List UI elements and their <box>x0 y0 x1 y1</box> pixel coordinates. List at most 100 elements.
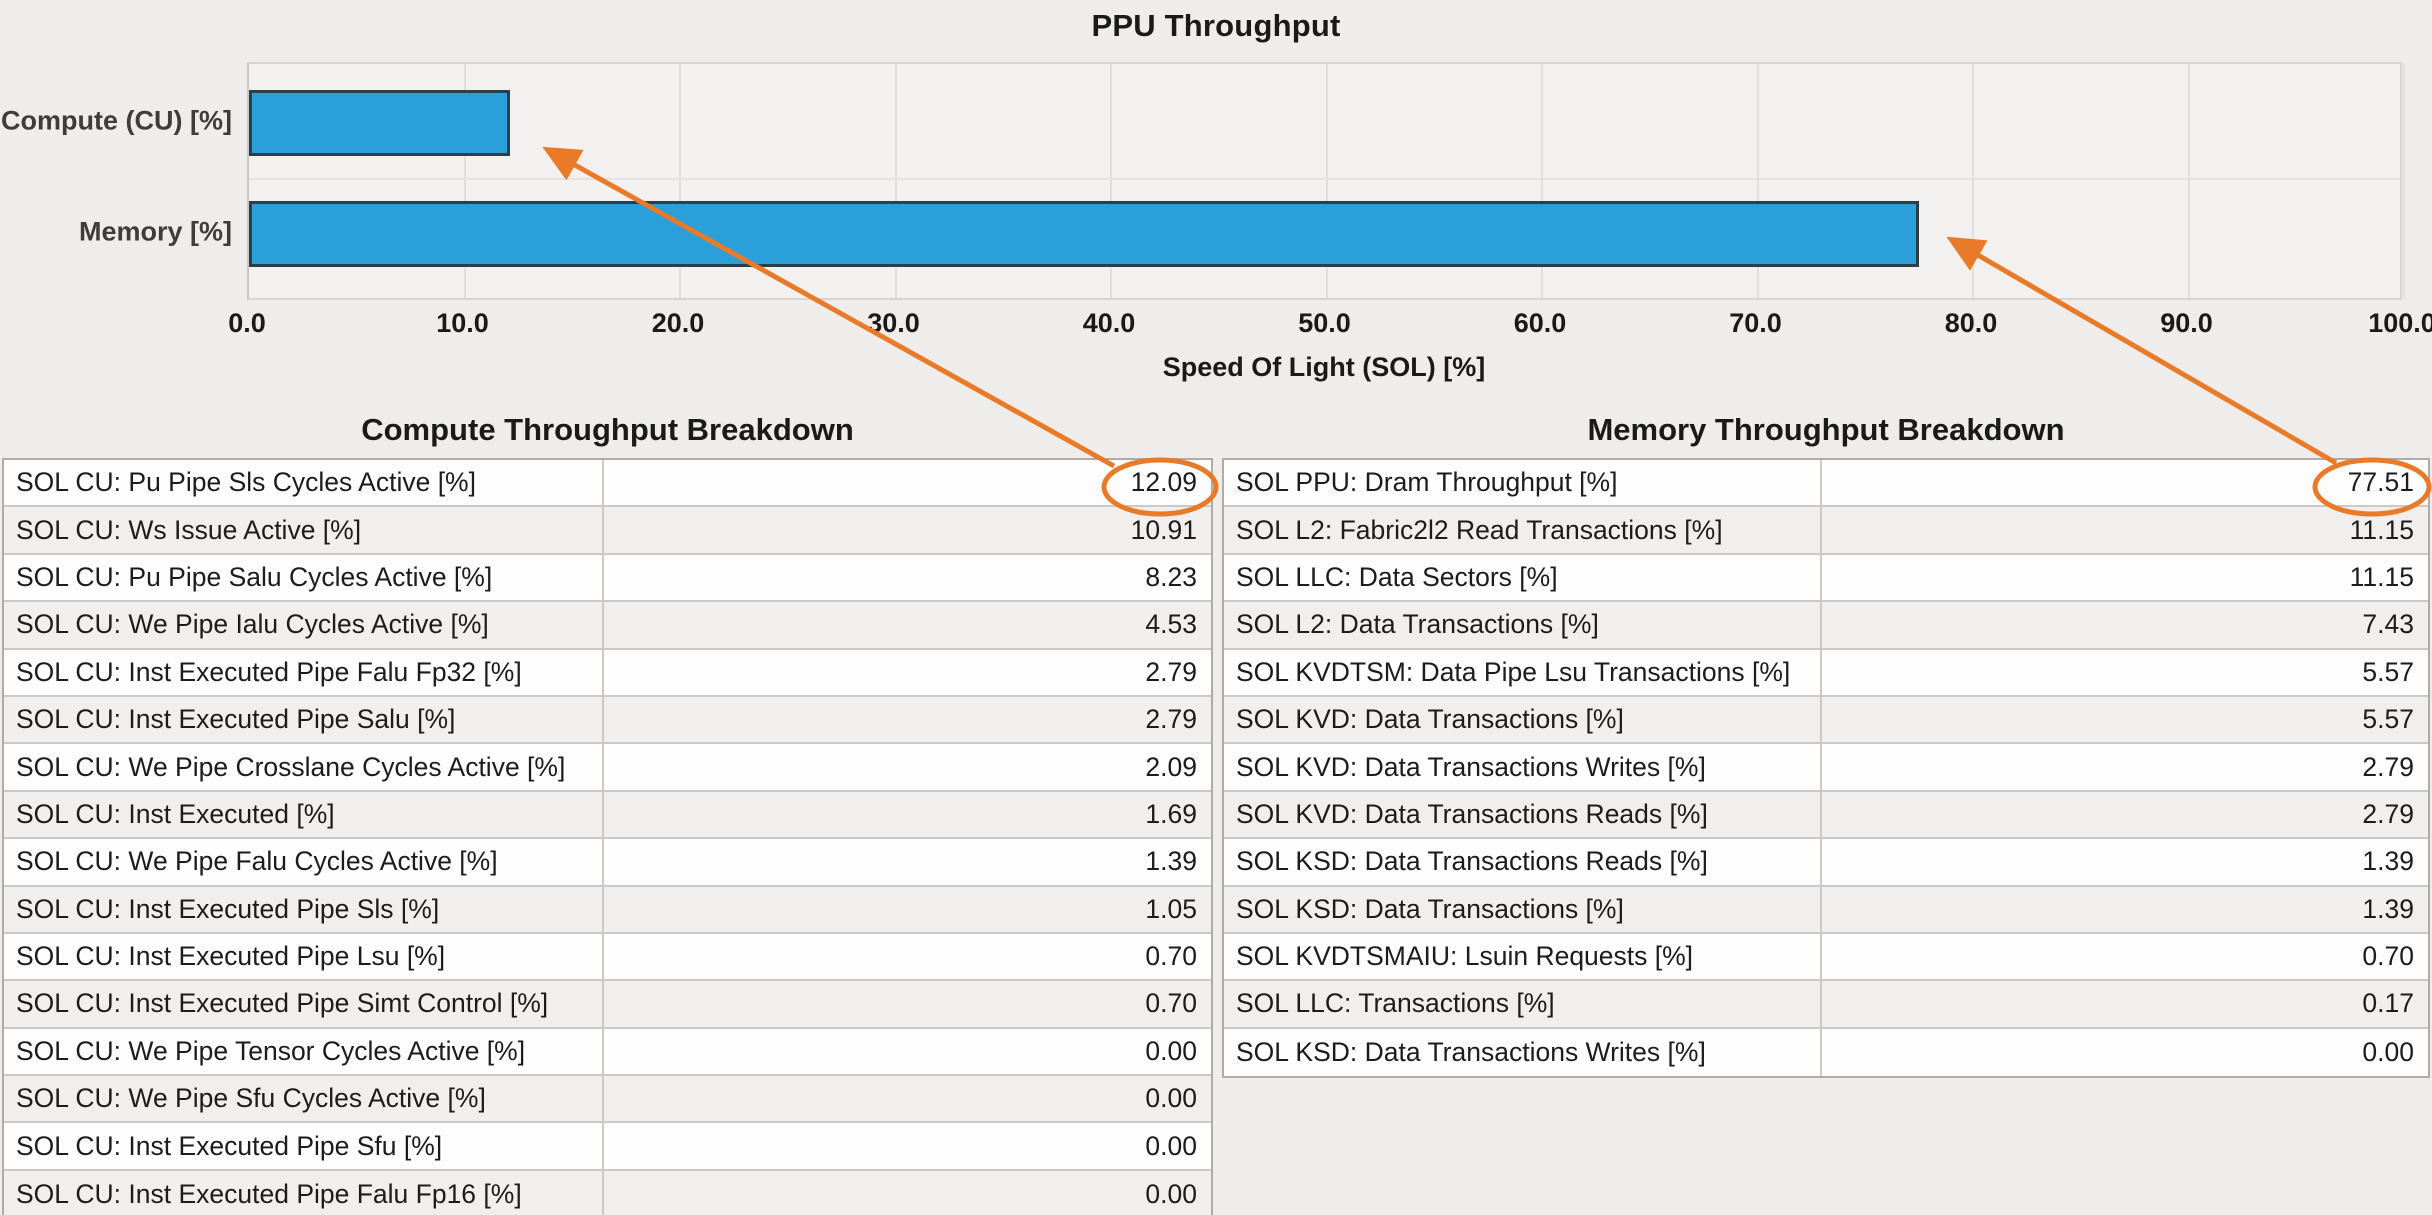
metric-value-cell: 0.70 <box>1145 988 1197 1019</box>
gridline <box>1756 64 1759 298</box>
memory-table-row[interactable]: SOL KSD: Data Transactions Reads [%] 1.39 <box>1224 839 2428 887</box>
memory-table-row[interactable]: SOL KSD: Data Transactions [%] 1.39 <box>1224 886 2428 934</box>
metric-name-cell: SOL KSD: Data Transactions Writes [%] <box>1224 1028 1823 1077</box>
compute-table-row[interactable]: SOL CU: Inst Executed Pipe Lsu [%] 0.70 <box>4 933 1211 982</box>
metric-value-cell: 12.09 <box>1130 467 1197 498</box>
metric-name-cell: SOL CU: Inst Executed Pipe Simt Control … <box>4 981 604 1027</box>
memory-table-row[interactable]: SOL L2: Data Transactions [%] 7.43 <box>1224 602 2428 650</box>
memory-table-row[interactable]: SOL KVD: Data Transactions Writes [%] 2.7… <box>1224 744 2428 792</box>
compute-table-row[interactable]: SOL CU: We Pipe Tensor Cycles Active [%]… <box>4 1028 1211 1077</box>
compute-table-row[interactable]: SOL CU: Inst Executed Pipe Sfu [%] 0.00 <box>4 1123 1211 1171</box>
metric-value-cell: 1.39 <box>2362 846 2414 877</box>
memory-table-row[interactable]: SOL KVD: Data Transactions [%] 5.57 <box>1224 696 2428 745</box>
metric-value-cell: 2.79 <box>2362 751 2414 782</box>
compute-table-row[interactable]: SOL CU: We Pipe Crosslane Cycles Active … <box>4 744 1211 792</box>
compute-table-title: Compute Throughput Breakdown <box>361 412 854 447</box>
gridline <box>463 64 466 298</box>
gridline <box>1541 64 1543 298</box>
metric-name-cell: SOL PPU: Dram Throughput [%] <box>1224 460 1823 506</box>
x-tick-label: 50.0 <box>1298 308 1351 338</box>
compute-table-row[interactable]: SOL CU: Inst Executed Pipe Sls [%] 1.05 <box>4 886 1211 934</box>
metric-value-cell: 1.39 <box>1145 846 1197 877</box>
memory-table-row[interactable]: SOL LLC: Transactions [%] 0.17 <box>1224 981 2428 1029</box>
metric-name-cell: SOL KSD: Data Transactions [%] <box>1224 886 1823 932</box>
metric-name-cell: SOL CU: Inst Executed Pipe Salu [%] <box>4 696 604 743</box>
metric-name-cell: SOL KVDTSMAIU: Lsuin Requests [%] <box>1224 933 1823 980</box>
metric-value-cell: 77.51 <box>2347 467 2414 498</box>
sol-bar-compute[interactable] <box>249 90 510 156</box>
metric-name-cell: SOL CU: Inst Executed Pipe Falu Fp16 [%] <box>4 1170 604 1215</box>
metric-value-cell: 11.15 <box>2349 561 2414 592</box>
compute-table-row[interactable]: SOL CU: Inst Executed Pipe Falu Fp16 [%]… <box>4 1170 1211 1215</box>
x-tick-label: 90.0 <box>2160 308 2213 338</box>
memory-table-row[interactable]: SOL KVD: Data Transactions Reads [%] 2.79 <box>1224 791 2428 840</box>
y-category-label: Memory [%] <box>78 216 232 247</box>
x-tick-label: 60.0 <box>1513 308 1567 338</box>
metric-value-cell: 2.09 <box>1145 751 1197 782</box>
compute-table-row[interactable]: SOL CU: Inst Executed Pipe Salu [%] 2.79 <box>4 696 1211 745</box>
x-tick-label: 30.0 <box>867 308 920 338</box>
compute-table-row[interactable]: SOL CU: We Pipe Falu Cycles Active [%] 1.… <box>4 839 1211 887</box>
metric-value-cell: 7.43 <box>2362 609 2414 640</box>
x-tick-label: 40.0 <box>1082 308 1136 338</box>
metric-value-cell: 8.23 <box>1145 561 1197 592</box>
metric-name-cell: SOL CU: Inst Executed Pipe Sls [%] <box>4 886 604 932</box>
metric-value-cell: 5.57 <box>2362 656 2414 687</box>
compute-table-row[interactable]: SOL CU: Inst Executed Pipe Falu Fp32 [%]… <box>4 649 1211 697</box>
x-tick-label: 100.0 <box>2368 308 2432 338</box>
metric-value-cell: 0.70 <box>2362 941 2414 972</box>
compute-table-row[interactable]: SOL CU: Inst Executed [%] 1.69 <box>4 791 1211 840</box>
metric-name-cell: SOL CU: We Pipe Falu Cycles Active [%] <box>4 839 604 885</box>
metric-name-cell: SOL KVDTSM: Data Pipe Lsu Transactions [… <box>1224 649 1823 695</box>
x-tick-label: 0.0 <box>228 308 266 338</box>
x-tick-label: 10.0 <box>436 308 489 338</box>
metric-name-cell: SOL CU: Pu Pipe Sls Cycles Active [%] <box>4 460 604 506</box>
metric-name-cell: SOL L2: Data Transactions [%] <box>1224 602 1823 648</box>
memory-table-row[interactable]: SOL LLC: Data Sectors [%] 11.15 <box>1224 554 2428 603</box>
metric-name-cell: SOL KVD: Data Transactions [%] <box>1224 696 1823 743</box>
metric-value-cell: 0.70 <box>1145 941 1197 972</box>
gridline <box>1325 64 1328 298</box>
metric-name-cell: SOL CU: Inst Executed Pipe Lsu [%] <box>4 933 604 980</box>
metric-value-cell: 4.53 <box>1145 609 1197 640</box>
compute-table-row[interactable]: SOL CU: Pu Pipe Salu Cycles Active [%] 8.… <box>4 554 1211 603</box>
metric-name-cell: SOL LLC: Data Sectors [%] <box>1224 554 1823 601</box>
memory-table-row[interactable]: SOL KSD: Data Transactions Writes [%] 0.0… <box>1224 1028 2428 1077</box>
x-tick-label: 80.0 <box>1944 308 1998 338</box>
memory-table-row[interactable]: SOL KVDTSMAIU: Lsuin Requests [%] 0.70 <box>1224 933 2428 982</box>
compute-table-row[interactable]: SOL CU: Ws Issue Active [%] 10.91 <box>4 507 1211 555</box>
metric-value-cell: 1.39 <box>2362 893 2414 924</box>
compute-breakdown-table: SOL CU: Pu Pipe Sls Cycles Active [%] 12.… <box>2 458 1213 1215</box>
memory-table-row[interactable]: SOL KVDTSM: Data Pipe Lsu Transactions [… <box>1224 649 2428 697</box>
metric-name-cell: SOL L2: Fabric2l2 Read Transactions [%] <box>1224 507 1823 553</box>
compute-table-row[interactable]: SOL CU: Pu Pipe Sls Cycles Active [%] 12.… <box>4 460 1211 508</box>
metric-value-cell: 10.91 <box>1130 514 1197 545</box>
x-axis-title: Speed Of Light (SOL) [%] <box>1162 352 1486 382</box>
memory-breakdown-table: SOL PPU: Dram Throughput [%] 77.51 SOL L2:… <box>1222 458 2430 1079</box>
metric-name-cell: SOL CU: We Pipe Sfu Cycles Active [%] <box>4 1076 604 1122</box>
compute-table-row[interactable]: SOL CU: We Pipe Sfu Cycles Active [%] 0.0… <box>4 1076 1211 1124</box>
metric-value-cell: 2.79 <box>2362 798 2414 829</box>
y-category-label: Compute (CU) [%] <box>1 105 232 136</box>
metric-name-cell: SOL CU: Inst Executed Pipe Falu Fp32 [%] <box>4 649 604 695</box>
compute-table-row[interactable]: SOL CU: Inst Executed Pipe Simt Control … <box>4 981 1211 1029</box>
memory-table-row[interactable]: SOL L2: Fabric2l2 Read Transactions [%] 1… <box>1224 507 2428 555</box>
metric-name-cell: SOL KSD: Data Transactions Reads [%] <box>1224 839 1823 885</box>
metric-value-cell: 0.00 <box>1145 1035 1197 1066</box>
metric-name-cell: SOL CU: Inst Executed [%] <box>4 791 604 838</box>
x-tick-label: 70.0 <box>1729 308 1782 338</box>
plot-area <box>247 62 2405 300</box>
metric-value-cell: 2.79 <box>1145 704 1197 735</box>
gridline <box>2187 64 2190 298</box>
compute-table-row[interactable]: SOL CU: We Pipe Ialu Cycles Active [%] 4.… <box>4 602 1211 650</box>
metric-value-cell: 1.05 <box>1145 893 1197 924</box>
sol-bar-memory[interactable] <box>249 201 1920 267</box>
memory-table-title: Memory Throughput Breakdown <box>1587 412 2065 447</box>
metric-name-cell: SOL CU: We Pipe Crosslane Cycles Active … <box>4 744 604 790</box>
metric-value-cell: 1.69 <box>1145 798 1197 829</box>
metric-value-cell: 0.00 <box>1145 1083 1197 1114</box>
metric-value-cell: 5.57 <box>2362 704 2414 735</box>
memory-table-row[interactable]: SOL PPU: Dram Throughput [%] 77.51 <box>1224 460 2428 508</box>
metric-name-cell: SOL CU: We Pipe Tensor Cycles Active [%] <box>4 1028 604 1075</box>
